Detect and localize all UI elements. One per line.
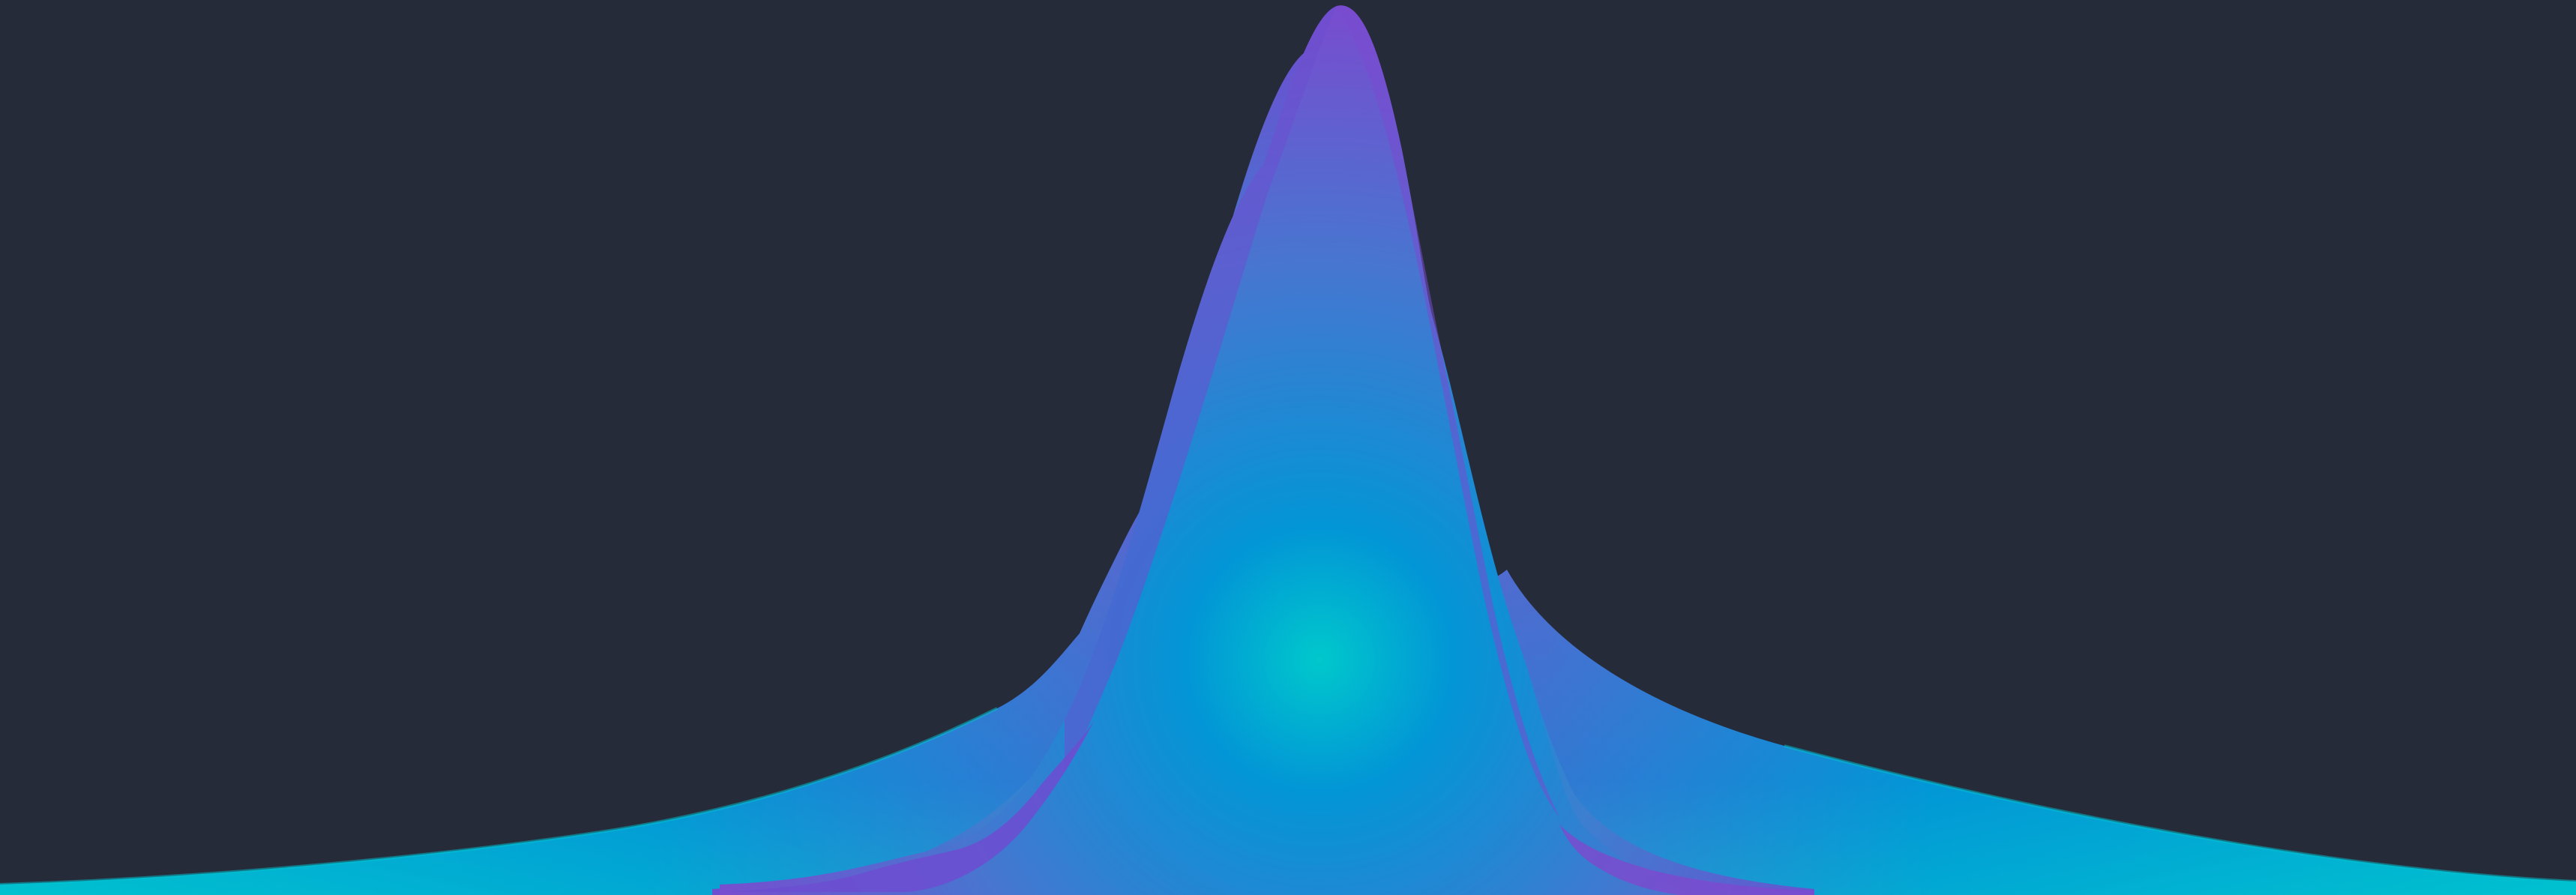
wave-illustration-canvas	[0, 0, 2576, 895]
wave-art	[0, 0, 2576, 895]
